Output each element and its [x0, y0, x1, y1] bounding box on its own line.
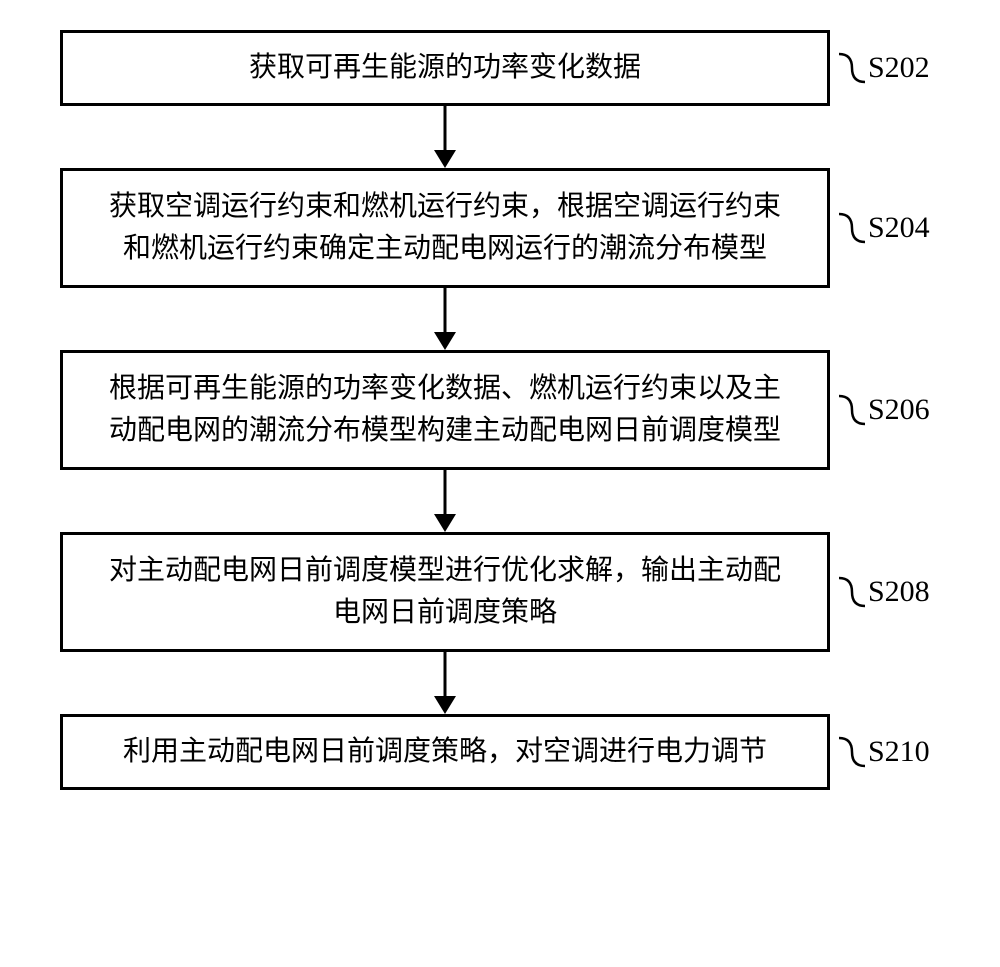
step-label-group: S208 — [838, 574, 930, 610]
arrow-down-icon — [433, 288, 457, 350]
step-row-4: 利用主动配电网日前调度策略，对空调进行电力调节 S210 — [60, 714, 940, 790]
arrow-container — [60, 652, 830, 714]
step-label: S210 — [868, 735, 930, 769]
node-text: 获取空调运行约束和燃机运行约束，根据空调运行约束 和燃机运行约束确定主动配电网运… — [109, 186, 781, 270]
step-row-0: 获取可再生能源的功率变化数据 S202 — [60, 30, 940, 106]
step-label: S208 — [868, 575, 930, 609]
flowchart-node: 获取可再生能源的功率变化数据 — [60, 30, 830, 106]
step-label-group: S202 — [838, 50, 930, 86]
flowchart-node: 利用主动配电网日前调度策略，对空调进行电力调节 — [60, 714, 830, 790]
arrow-down-icon — [433, 470, 457, 532]
step-label-group: S210 — [838, 734, 930, 770]
step-label: S204 — [868, 211, 930, 245]
flowchart-node: 获取空调运行约束和燃机运行约束，根据空调运行约束 和燃机运行约束确定主动配电网运… — [60, 168, 830, 288]
arrow-container — [60, 470, 830, 532]
node-text: 利用主动配电网日前调度策略，对空调进行电力调节 — [123, 731, 767, 773]
step-row-1: 获取空调运行约束和燃机运行约束，根据空调运行约束 和燃机运行约束确定主动配电网运… — [60, 168, 940, 288]
step-row-3: 对主动配电网日前调度模型进行优化求解，输出主动配 电网日前调度策略 S208 — [60, 532, 940, 652]
node-text: 根据可再生能源的功率变化数据、燃机运行约束以及主 动配电网的潮流分布模型构建主动… — [109, 368, 781, 452]
step-label-group: S206 — [838, 392, 930, 428]
curve-connector-icon — [838, 734, 866, 770]
flowchart-container: 获取可再生能源的功率变化数据 S202 获取空调运行约束和燃机运行约束，根据空调… — [60, 30, 940, 790]
step-label-group: S204 — [838, 210, 930, 246]
flowchart-node: 对主动配电网日前调度模型进行优化求解，输出主动配 电网日前调度策略 — [60, 532, 830, 652]
step-label: S202 — [868, 51, 930, 85]
arrow-container — [60, 288, 830, 350]
curve-connector-icon — [838, 574, 866, 610]
arrow-down-icon — [433, 106, 457, 168]
step-row-2: 根据可再生能源的功率变化数据、燃机运行约束以及主 动配电网的潮流分布模型构建主动… — [60, 350, 940, 470]
curve-connector-icon — [838, 50, 866, 86]
step-label: S206 — [868, 393, 930, 427]
flowchart-node: 根据可再生能源的功率变化数据、燃机运行约束以及主 动配电网的潮流分布模型构建主动… — [60, 350, 830, 470]
curve-connector-icon — [838, 392, 866, 428]
node-text: 获取可再生能源的功率变化数据 — [249, 47, 641, 89]
node-text: 对主动配电网日前调度模型进行优化求解，输出主动配 电网日前调度策略 — [109, 550, 781, 634]
arrow-container — [60, 106, 830, 168]
curve-connector-icon — [838, 210, 866, 246]
arrow-down-icon — [433, 652, 457, 714]
